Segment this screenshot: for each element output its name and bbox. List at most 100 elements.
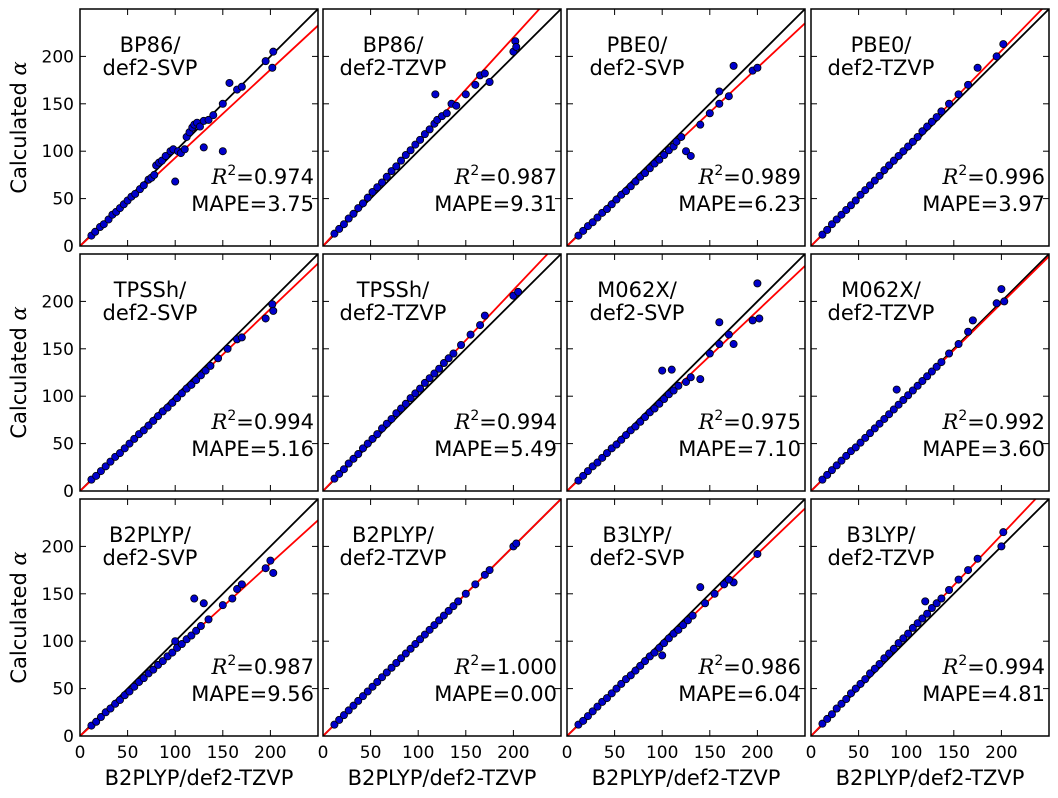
- data-point: [228, 594, 237, 603]
- data-point: [461, 589, 470, 598]
- data-point: [923, 122, 932, 131]
- data-point: [856, 438, 865, 447]
- panel-title-line2: def2-TZVP: [828, 56, 935, 80]
- data-point: [945, 349, 954, 358]
- data-point: [664, 634, 673, 643]
- data-point: [120, 444, 129, 453]
- data-point: [209, 111, 218, 120]
- panel-1: 0 50 100 150 200 BP86/def2-SVP R2=0.974 MAPE=3.…: [42, 8, 319, 257]
- data-point: [96, 467, 105, 476]
- r2-value: 0.987: [254, 655, 314, 679]
- data-point: [106, 457, 115, 466]
- data-point: [452, 101, 461, 110]
- data-point: [425, 625, 434, 634]
- y-axis-label-text: Calculated: [7, 321, 31, 439]
- r2-symbol: R: [454, 655, 471, 679]
- r2-annotation: R2=0.996: [942, 163, 1045, 189]
- data-point: [466, 330, 475, 339]
- r2-annotation: R2=0.975: [698, 408, 801, 434]
- x-tick-label: 150: [450, 743, 482, 763]
- data-point: [378, 673, 387, 682]
- r2-exponent: 2: [714, 163, 723, 179]
- mape-annotation: MAPE=9.31: [434, 192, 557, 216]
- data-point: [406, 394, 415, 403]
- data-point: [701, 599, 710, 608]
- panel-11: 0 50 100 150 200 B3LYP/def2-SVP R2=0.986 MAPE=6…: [562, 498, 806, 763]
- data-point: [349, 701, 358, 710]
- x-tick-label: 200: [254, 743, 286, 763]
- y-tick-label: 150: [42, 95, 74, 115]
- data-point: [827, 710, 836, 719]
- panel-title-line2: def2-SVP: [103, 56, 198, 80]
- r2-exponent: 2: [227, 163, 236, 179]
- data-point: [431, 90, 440, 99]
- r2-symbol: R: [942, 165, 959, 189]
- r2-value: 0.996: [985, 165, 1045, 189]
- data-point: [696, 375, 705, 384]
- data-point: [866, 429, 875, 438]
- r2-equals: =: [236, 410, 254, 434]
- x-tick-label: 150: [694, 743, 726, 763]
- data-point: [373, 430, 382, 439]
- data-point: [180, 145, 189, 154]
- y-tick-label: 100: [42, 632, 74, 652]
- data-point: [607, 689, 616, 698]
- data-point: [268, 63, 277, 72]
- data-point: [579, 226, 588, 235]
- mape-value: 9.56: [267, 682, 314, 706]
- data-point: [449, 602, 458, 611]
- data-point: [954, 340, 963, 349]
- data-point: [480, 570, 489, 579]
- mape-annotation: MAPE=0.00: [434, 682, 557, 706]
- r2-symbol: R: [698, 165, 715, 189]
- r2-symbol: R: [454, 165, 471, 189]
- data-point: [269, 47, 278, 56]
- data-point: [674, 381, 683, 390]
- panel-2: BP86/def2-TZVP R2=0.987 MAPE=9.31: [322, 8, 562, 247]
- data-point: [954, 90, 963, 99]
- panel-frame: [566, 253, 806, 492]
- data-point: [480, 311, 489, 320]
- panel-6: TPSSh/def2-TZVP R2=0.994 MAPE=5.49: [322, 253, 562, 492]
- data-point: [851, 684, 860, 693]
- data-point: [485, 77, 494, 86]
- data-point: [397, 404, 406, 413]
- panel-frame: [79, 8, 319, 247]
- data-point: [636, 661, 645, 670]
- data-point: [617, 679, 626, 688]
- data-point: [837, 210, 846, 219]
- data-point: [339, 711, 348, 720]
- mape-value: 5.16: [267, 437, 314, 461]
- mape-annotation: MAPE=9.56: [191, 682, 314, 706]
- x-tick-label: 200: [497, 743, 529, 763]
- r2-symbol: R: [211, 410, 228, 434]
- data-point: [261, 314, 270, 323]
- data-point: [607, 200, 616, 209]
- data-point: [196, 622, 205, 631]
- x-tick-label: 100: [159, 743, 191, 763]
- mape-annotation: MAPE=6.04: [678, 682, 801, 706]
- data-point: [583, 712, 592, 721]
- data-point: [593, 458, 602, 467]
- data-point: [724, 575, 733, 584]
- data-point: [214, 354, 223, 363]
- mape-prefix: MAPE=: [191, 437, 267, 461]
- panel-title-line1: TPSSh/: [356, 278, 430, 302]
- data-point: [622, 431, 631, 440]
- mape-annotation: MAPE=4.81: [922, 682, 1045, 706]
- panel-frame: [566, 8, 806, 247]
- data-point: [268, 300, 277, 309]
- data-point: [818, 230, 827, 239]
- data-point: [823, 470, 832, 479]
- data-point: [173, 394, 182, 403]
- data-point: [899, 147, 908, 156]
- data-point: [724, 92, 733, 101]
- r2-symbol: R: [454, 410, 471, 434]
- data-point: [913, 132, 922, 141]
- y-axis-label-text: Calculated: [7, 566, 31, 684]
- data-point: [457, 341, 466, 350]
- r2-symbol: R: [698, 410, 715, 434]
- data-point: [899, 634, 908, 643]
- data-point: [363, 439, 372, 448]
- mape-value: 0.00: [510, 682, 557, 706]
